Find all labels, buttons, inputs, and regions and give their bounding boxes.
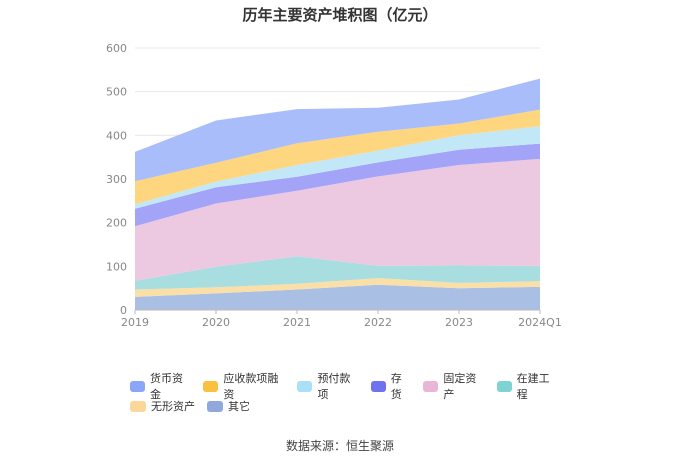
legend-item[interactable]: 其它	[207, 398, 250, 414]
area-layers	[135, 78, 540, 310]
x-tick-label: 2019	[121, 316, 149, 329]
legend-item[interactable]: 应收款项融资	[203, 370, 285, 402]
area-应收款项融资	[135, 109, 540, 205]
x-tick-label: 2021	[283, 316, 311, 329]
legend-label: 货币资金	[150, 372, 184, 401]
chart-title: 历年主要资产堆积图（亿元）	[242, 6, 438, 24]
area-存货	[135, 143, 540, 227]
area-固定资产	[135, 158, 540, 281]
legend-item[interactable]: 存货	[370, 370, 412, 402]
y-tick-label: 200	[106, 217, 127, 230]
area-其它	[135, 284, 540, 310]
y-tick-label: 500	[106, 86, 127, 99]
area-货币资金	[135, 78, 540, 182]
x-tick-label: 2024Q1	[518, 316, 562, 329]
legend-row: 货币资金 应收款项融资 预付款项 存货 固定资产 在建工程	[130, 372, 570, 401]
legend-label: 预付款项	[317, 372, 351, 401]
area-无形资产	[135, 278, 540, 297]
legend-swatch	[130, 380, 146, 392]
legend-label: 无形资产	[151, 400, 195, 413]
legend-swatch	[203, 380, 219, 392]
legend-item[interactable]: 无形资产	[130, 398, 195, 414]
y-tick-label: 600	[106, 42, 127, 55]
legend: 货币资金 应收款项融资 预付款项 存货 固定资产 在建工程 无形资产 其它	[130, 372, 570, 416]
legend-swatch	[496, 380, 512, 392]
legend-item[interactable]: 在建工程	[496, 370, 558, 402]
y-axis: 0 100 200 300 400 500 600	[106, 42, 127, 317]
legend-label: 其它	[228, 400, 250, 413]
area-预付款项	[135, 126, 540, 209]
legend-item[interactable]: 预付款项	[297, 370, 358, 402]
legend-swatch	[130, 400, 146, 412]
legend-swatch	[370, 380, 386, 392]
y-tick-label: 400	[106, 129, 127, 142]
y-tick-label: 300	[106, 173, 127, 186]
x-tick-label: 2022	[364, 316, 392, 329]
stacked-area-chart: 0 100 200 300 400 500 600 2019 2020 2021 2022 2023…	[106, 42, 562, 329]
x-axis: 2019 2020 2021 2022 2023 2024Q1	[121, 309, 562, 329]
legend-swatch	[207, 400, 223, 412]
legend-row: 无形资产 其它	[130, 396, 570, 416]
area-在建工程	[135, 256, 540, 290]
legend-label: 在建工程	[516, 372, 550, 401]
legend-item[interactable]: 货币资金	[130, 370, 191, 402]
y-tick-label: 100	[106, 260, 127, 273]
legend-swatch	[423, 380, 439, 392]
legend-label: 存货	[390, 372, 402, 401]
x-tick-label: 2023	[445, 316, 473, 329]
legend-item[interactable]: 固定资产	[423, 370, 484, 402]
y-tick-label: 0	[120, 304, 127, 317]
legend-label: 应收款项融资	[223, 372, 279, 401]
x-tick-label: 2020	[202, 316, 230, 329]
legend-swatch	[297, 380, 313, 392]
data-source-note: 数据来源：恒生聚源	[285, 439, 394, 453]
legend-label: 固定资产	[443, 372, 477, 401]
